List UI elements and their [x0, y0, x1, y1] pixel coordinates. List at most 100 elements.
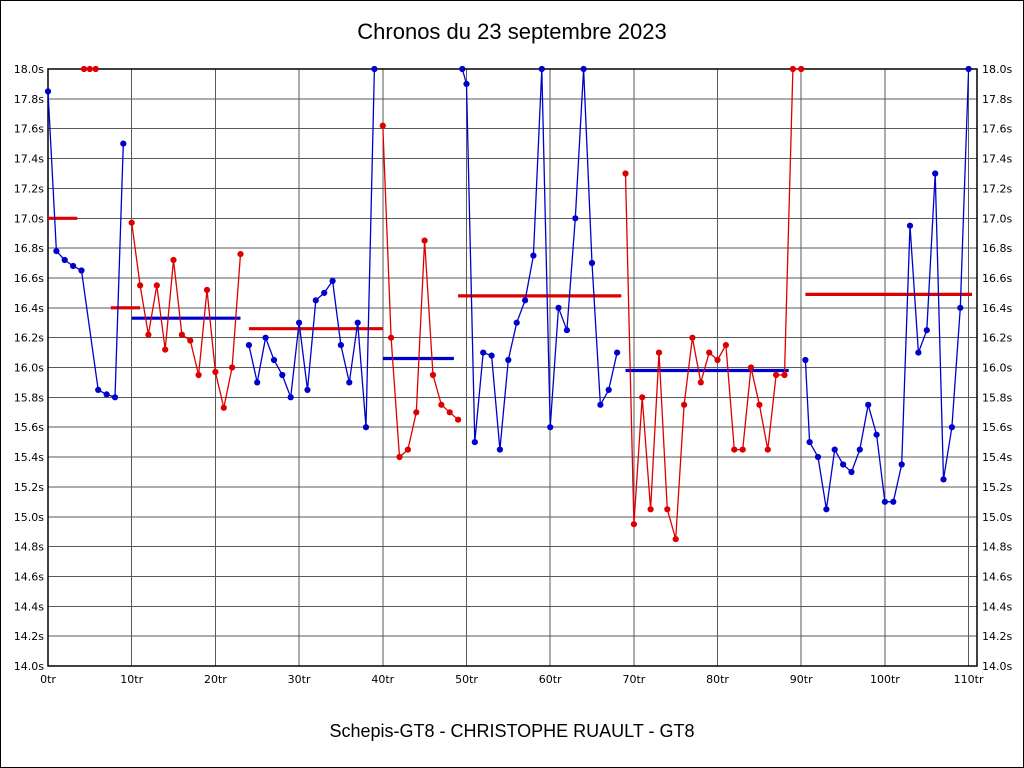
lap-time-line: [131, 222, 242, 408]
lap-time-point: [413, 409, 420, 416]
lap-time-point: [103, 391, 110, 398]
y-tick-label: 16.0s: [14, 362, 44, 375]
lap-time-point: [111, 394, 119, 401]
y-tick-label: 16.4s: [14, 302, 44, 315]
lap-time-point: [287, 394, 294, 401]
x-tick-label: 20tr: [204, 673, 227, 686]
lap-time-point: [296, 319, 303, 326]
lap-time-point: [337, 342, 344, 349]
y-tick-label: 14.6s: [14, 571, 44, 584]
lap-time-point: [195, 371, 202, 379]
lap-time-point: [689, 334, 696, 341]
lap-time-point: [488, 352, 495, 359]
lap-time-point: [471, 439, 478, 446]
y-tick-label: 14.2s: [14, 630, 44, 643]
lap-time-point: [145, 331, 152, 338]
lap-time-point: [697, 379, 704, 386]
lap-time-point: [588, 259, 596, 267]
lap-time-point: [44, 88, 52, 95]
y-tick-label: 17.6s: [14, 123, 44, 136]
lap-time-line: [248, 68, 376, 428]
y-tick-label: 17.0s: [982, 212, 1012, 225]
lap-time-point: [455, 416, 462, 423]
lap-time-point: [806, 439, 813, 446]
lap-time-point: [404, 446, 411, 453]
lap-time-point: [597, 401, 604, 408]
y-tick-label: 14.0s: [982, 660, 1012, 673]
lap-time-point: [522, 297, 529, 304]
lap-time-point: [563, 327, 571, 334]
y-tick-label: 14.2s: [982, 630, 1012, 643]
lap-time-point: [95, 386, 102, 393]
x-tick-label: 30tr: [288, 673, 311, 686]
lap-time-point: [153, 282, 160, 289]
lap-time-line: [47, 91, 124, 399]
y-tick-label: 15.0s: [14, 511, 44, 524]
lap-time-point: [92, 65, 99, 73]
lap-time-point: [915, 349, 922, 356]
lap-time-point: [647, 506, 654, 513]
lap-time-point: [178, 331, 185, 338]
lap-time-point: [747, 364, 755, 371]
y-tick-label: 17.2s: [14, 182, 44, 195]
lap-time-point: [622, 170, 629, 177]
lap-time-line: [804, 68, 970, 510]
lap-time-point: [496, 446, 503, 453]
x-tick-label: 60tr: [539, 673, 562, 686]
y-tick-label: 16.6s: [982, 272, 1012, 285]
x-axis-labels: 0tr 10tr 20tr 30tr 40tr 50tr 60tr 70tr 80tr 90tr 1…: [40, 673, 984, 686]
lap-time-point: [940, 476, 947, 483]
lap-time-point: [923, 327, 930, 334]
y-tick-label: 17.8s: [14, 93, 44, 106]
lap-time-point: [220, 404, 227, 411]
lap-time-point: [848, 468, 855, 476]
lap-time-line: [382, 125, 459, 459]
y-tick-label: 16.8s: [14, 242, 44, 255]
lap-time-point: [187, 337, 194, 344]
lap-time-point: [873, 431, 880, 438]
lap-time-point: [538, 65, 545, 73]
lap-time-point: [865, 401, 872, 408]
lap-time-point: [53, 248, 60, 255]
lap-time-point: [823, 506, 830, 513]
y-tick-label: 16.6s: [14, 272, 44, 285]
lap-time-point: [756, 401, 763, 408]
y-tick-label: 17.6s: [982, 123, 1012, 136]
lap-time-point: [80, 65, 88, 73]
lap-time-point: [789, 65, 797, 73]
lap-time-point: [739, 446, 746, 453]
lap-time-point: [463, 80, 470, 87]
lap-time-point: [831, 446, 838, 453]
lap-time-point: [965, 65, 972, 73]
lap-time-point: [948, 424, 956, 431]
lap-time-point: [459, 65, 466, 73]
lap-time-line: [461, 68, 618, 450]
y-tick-label: 15.8s: [14, 391, 44, 404]
lap-time-point: [78, 267, 85, 274]
y-tick-label: 18.0s: [14, 63, 44, 76]
lap-time-point: [664, 506, 671, 513]
lap-time-point: [530, 252, 537, 259]
y-tick-label: 15.4s: [982, 451, 1012, 464]
lap-time-point: [957, 304, 964, 311]
lap-time-point: [270, 356, 278, 364]
lap-time-point: [731, 446, 738, 453]
lap-time-point: [773, 371, 780, 379]
lap-time-point: [614, 349, 621, 356]
lap-time-point: [396, 453, 403, 461]
lap-time-point: [379, 122, 386, 129]
lap-time-point: [513, 319, 520, 326]
y-tick-label: 16.8s: [982, 242, 1012, 255]
y-tick-label: 16.0s: [982, 362, 1012, 375]
lap-time-point: [630, 521, 638, 528]
lap-time-point: [764, 446, 771, 453]
lap-time-line: [624, 68, 802, 540]
lap-time-point: [229, 364, 236, 371]
y-tick-label: 16.2s: [14, 332, 44, 345]
x-tick-label: 50tr: [455, 673, 478, 686]
lap-time-point: [898, 461, 905, 468]
lap-time-point: [438, 401, 445, 408]
lap-time-point: [203, 286, 211, 293]
